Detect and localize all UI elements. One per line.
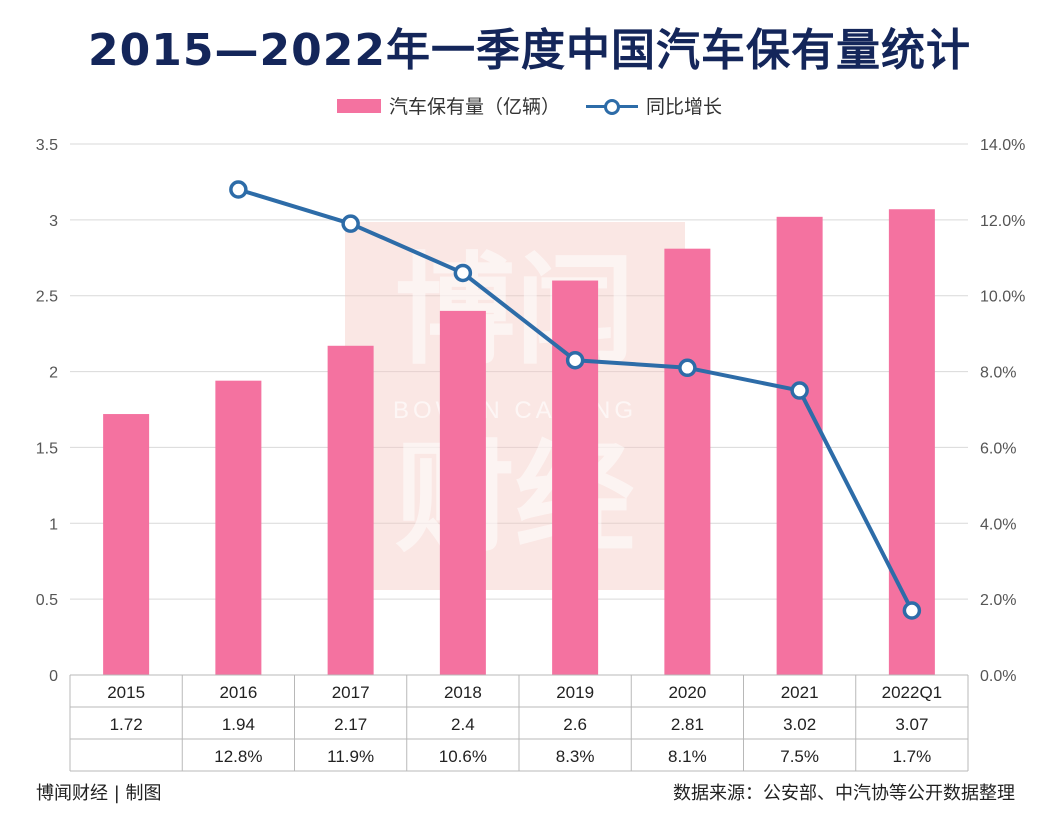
bar (439, 310, 486, 675)
table-cell: 3.07 (895, 715, 928, 734)
right-axis-tick-label: 12.0% (980, 213, 1025, 230)
table-cell: 2015 (107, 683, 145, 702)
table-cell: 2.6 (563, 715, 587, 734)
bar (327, 345, 374, 675)
watermark-text-mid: BOWEN CAIJING (393, 397, 637, 424)
legend-line-swatch (586, 98, 638, 115)
credit-text: 博闻财经 | 制图 (36, 783, 162, 804)
table-cell: 11.9% (327, 747, 374, 766)
table-cell: 7.5% (780, 747, 819, 766)
table-cell: 12.8% (214, 747, 262, 766)
left-axis-tick-label: 3 (49, 213, 58, 230)
left-axis-tick-label: 2 (49, 365, 58, 382)
legend-bar-label: 汽车保有量（亿辆） (388, 96, 560, 118)
right-axis-tick-label: 2.0% (980, 592, 1016, 609)
table-cell: 1.72 (110, 715, 143, 734)
left-axis-tick-label: 2.5 (36, 289, 58, 306)
table-cell: 2.17 (334, 715, 367, 734)
legend-line-label: 同比增长 (646, 96, 723, 118)
left-axis-tick-label: 3.5 (36, 137, 58, 154)
bar (664, 248, 711, 675)
right-axis-tick-label: 8.0% (980, 365, 1016, 382)
table-cell: 1.7% (893, 747, 932, 766)
right-axis-tick-label: 0.0% (980, 668, 1016, 685)
table-cell: 3.02 (783, 715, 816, 734)
line-point (902, 601, 922, 620)
table-cell: 2022Q1 (882, 683, 943, 702)
right-axis-tick-label: 14.0% (980, 137, 1025, 154)
bar (888, 209, 935, 676)
line-point (678, 358, 697, 378)
right-axis-tick-label: 4.0% (980, 516, 1016, 533)
bar (215, 380, 262, 675)
left-axis-tick-label: 0.5 (36, 592, 58, 609)
bar-series (103, 209, 935, 676)
right-axis-tick-label: 10.0% (980, 289, 1025, 306)
table-cell: 2.81 (671, 715, 704, 734)
line-point (790, 381, 809, 400)
axis-labels: 0 0.5 1 1.5 2 2.5 3 3.5 0.0% 2.0% 4.0% 6.0% 8.0% 10.0… (36, 137, 1026, 685)
table-cell: 2017 (332, 683, 370, 702)
chart-title: 2015—2022年一季度中国汽车保有量统计 (88, 25, 971, 76)
table-cell: 1.94 (222, 715, 255, 734)
right-axis-tick-label: 6.0% (980, 440, 1016, 457)
watermark-text-bottom: 财经 (395, 432, 635, 566)
line-point (453, 263, 473, 283)
table-cell: 2016 (219, 683, 257, 702)
table-cell: 8.3% (556, 747, 595, 766)
table-cell: 10.6% (439, 747, 487, 766)
source-text: 数据来源：公安部、中汽协等公开数据整理 (673, 783, 1015, 804)
table-cell: 2020 (668, 683, 706, 702)
left-axis-tick-label: 1 (49, 516, 58, 533)
bar (103, 414, 150, 675)
left-axis-tick-label: 1.5 (36, 440, 58, 457)
left-axis-tick-label: 0 (49, 668, 58, 685)
bar (552, 280, 599, 675)
legend-bar-swatch (336, 98, 381, 113)
table-cell: 2018 (444, 683, 482, 702)
bar (776, 216, 823, 675)
line-series (229, 180, 922, 620)
table-cell: 8.1% (668, 747, 707, 766)
table-cell: 2.4 (451, 715, 475, 734)
table-cell: 2019 (556, 683, 594, 702)
data-table: 2015 2016 2017 2018 2019 2020 2021 2022Q1 1.72 1.… (69, 674, 969, 772)
table-cell: 2021 (781, 683, 819, 702)
line-point (565, 350, 585, 370)
line-point (229, 180, 248, 199)
line-point (341, 214, 360, 233)
watermark-block (345, 222, 685, 590)
legend: 汽车保有量（亿辆） 同比增长 (0, 92, 1059, 119)
